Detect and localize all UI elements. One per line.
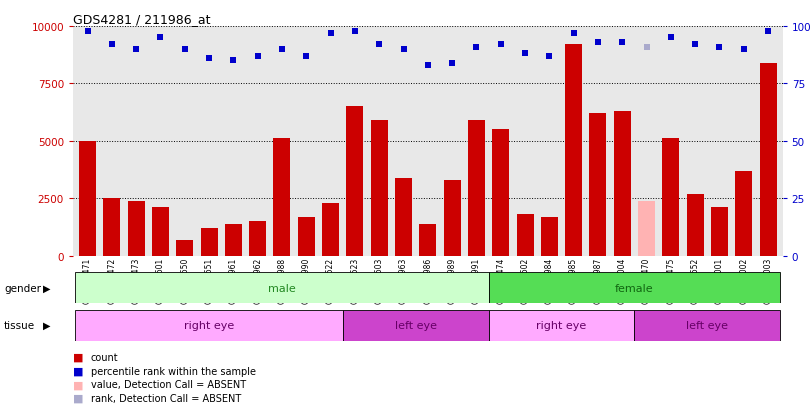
Bar bbox=[273, 139, 290, 256]
Text: ■: ■ bbox=[73, 352, 84, 362]
Bar bbox=[371, 121, 388, 256]
Bar bbox=[444, 180, 461, 256]
Bar bbox=[200, 228, 217, 256]
Bar bbox=[488, 273, 780, 304]
Bar bbox=[468, 121, 485, 256]
Text: female: female bbox=[615, 283, 654, 293]
Bar bbox=[75, 273, 488, 304]
Text: gender: gender bbox=[4, 283, 41, 293]
Bar bbox=[634, 310, 780, 341]
Text: ■: ■ bbox=[73, 366, 84, 376]
Bar bbox=[322, 203, 339, 256]
Text: ■: ■ bbox=[73, 380, 84, 389]
Bar bbox=[614, 112, 631, 256]
Bar bbox=[590, 114, 607, 256]
Text: count: count bbox=[91, 352, 118, 362]
Bar bbox=[687, 194, 704, 256]
Bar bbox=[760, 64, 777, 256]
Text: ■: ■ bbox=[73, 393, 84, 403]
Text: tissue: tissue bbox=[4, 320, 35, 330]
Text: ▶: ▶ bbox=[43, 320, 51, 330]
Bar bbox=[419, 224, 436, 256]
Text: right eye: right eye bbox=[536, 320, 586, 330]
Bar bbox=[395, 178, 412, 256]
Bar bbox=[343, 310, 488, 341]
Bar bbox=[565, 45, 582, 256]
Bar bbox=[346, 107, 363, 256]
Text: left eye: left eye bbox=[395, 320, 436, 330]
Bar bbox=[249, 222, 266, 256]
Text: male: male bbox=[268, 283, 296, 293]
Bar bbox=[298, 217, 315, 256]
Text: left eye: left eye bbox=[686, 320, 728, 330]
Bar bbox=[127, 201, 144, 256]
Bar bbox=[79, 141, 96, 256]
Bar bbox=[152, 208, 169, 256]
Text: ▶: ▶ bbox=[43, 283, 51, 293]
Text: GDS4281 / 211986_at: GDS4281 / 211986_at bbox=[73, 13, 211, 26]
Bar bbox=[711, 208, 728, 256]
Bar bbox=[176, 240, 193, 256]
Text: value, Detection Call = ABSENT: value, Detection Call = ABSENT bbox=[91, 380, 246, 389]
Bar bbox=[75, 310, 343, 341]
Bar bbox=[492, 130, 509, 256]
Bar bbox=[663, 139, 680, 256]
Bar bbox=[638, 201, 655, 256]
Bar bbox=[517, 215, 534, 256]
Bar bbox=[103, 199, 120, 256]
Bar bbox=[736, 171, 753, 256]
Text: rank, Detection Call = ABSENT: rank, Detection Call = ABSENT bbox=[91, 393, 241, 403]
Bar bbox=[488, 310, 634, 341]
Text: percentile rank within the sample: percentile rank within the sample bbox=[91, 366, 255, 376]
Text: right eye: right eye bbox=[184, 320, 234, 330]
Bar bbox=[541, 217, 558, 256]
Bar bbox=[225, 224, 242, 256]
